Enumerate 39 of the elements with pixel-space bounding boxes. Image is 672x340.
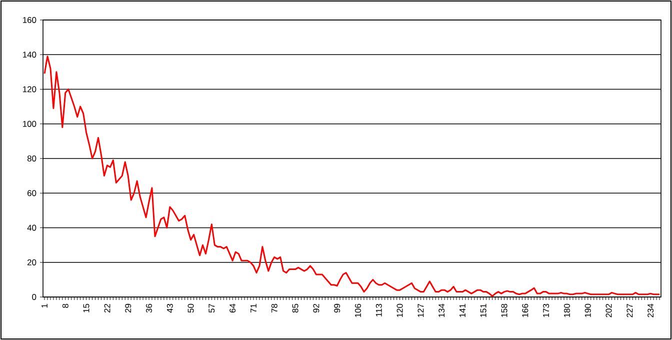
x-tick-label: 43 xyxy=(166,304,173,313)
x-tick-label: 227 xyxy=(626,304,633,318)
x-tick-label: 71 xyxy=(250,304,256,312)
x-tick-label: 134 xyxy=(438,304,445,318)
x-tick-label: 190 xyxy=(584,304,591,318)
x-tick-label: 92 xyxy=(313,304,320,313)
x-tick-label: 166 xyxy=(522,304,528,318)
x-tick-label: 151 xyxy=(480,304,486,318)
x-tick-label: 8 xyxy=(62,304,68,308)
y-tick-label: 60 xyxy=(28,190,36,196)
x-tick-label: 141 xyxy=(460,304,466,318)
x-tick-label: 22 xyxy=(104,304,110,313)
x-tick-label: 234 xyxy=(648,304,654,318)
x-tick-label: 57 xyxy=(208,304,215,313)
x-tick-label: 36 xyxy=(146,304,152,313)
x-tick-label: 85 xyxy=(292,304,298,313)
y-tick-label: 40 xyxy=(27,224,36,231)
y-tick-label: 140 xyxy=(22,52,36,58)
x-tick-label: 1 xyxy=(42,304,48,308)
x-tick-label: 127 xyxy=(418,304,424,318)
x-tick-label: 120 xyxy=(396,304,403,318)
x-tick-label: 50 xyxy=(188,304,194,313)
x-tick-label: 158 xyxy=(501,304,508,318)
x-tick-label: 78 xyxy=(271,304,278,312)
x-tick-label: 113 xyxy=(376,304,382,316)
x-tick-label: 173 xyxy=(543,304,550,318)
x-tick-label: 64 xyxy=(230,304,236,312)
x-tick-label: 29 xyxy=(125,304,132,313)
y-tick-label: 0 xyxy=(32,294,36,300)
x-tick-label: 106 xyxy=(354,304,361,318)
x-tick-label: 180 xyxy=(564,304,570,318)
y-tick-label: 20 xyxy=(27,259,36,266)
y-tick-label: 100 xyxy=(22,120,36,127)
y-tick-label: 80 xyxy=(27,156,36,162)
x-tick-label: 99 xyxy=(334,304,340,313)
x-tick-label: 202 xyxy=(606,304,612,318)
y-tick-label: 160 xyxy=(22,17,36,23)
y-tick-label: 120 xyxy=(22,86,36,92)
x-tick-label: 15 xyxy=(83,304,90,312)
